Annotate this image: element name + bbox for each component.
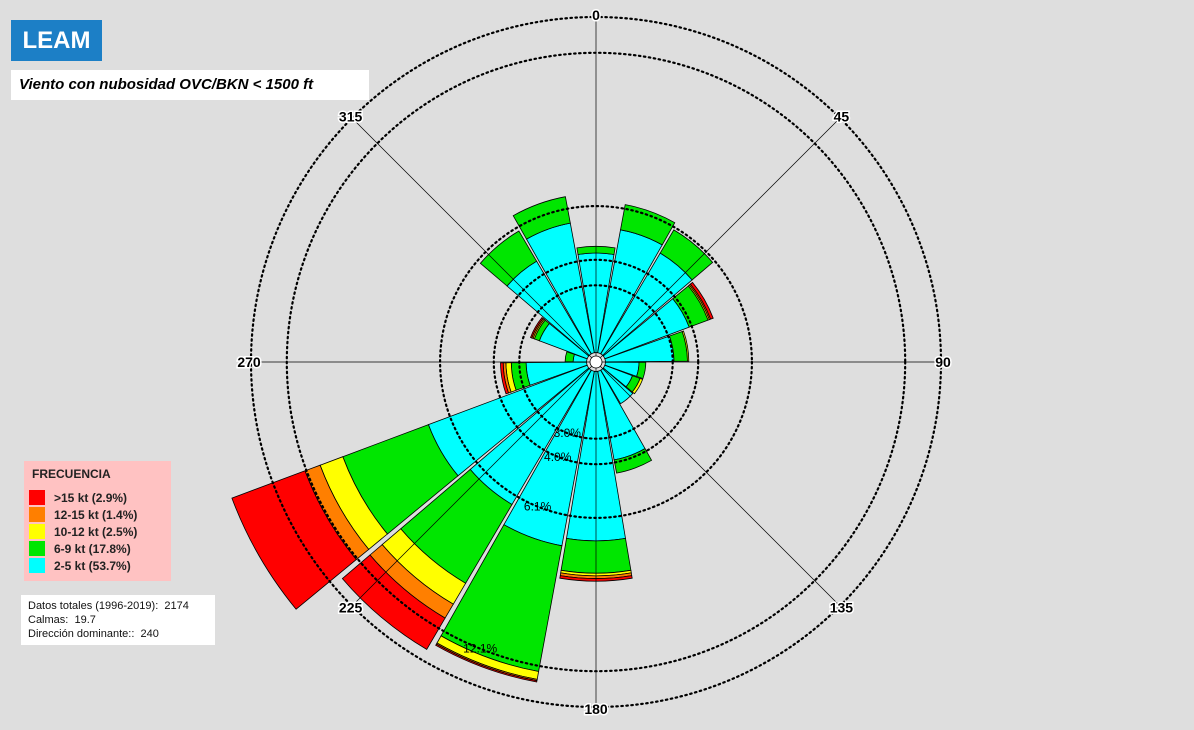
legend-item-10-12: 10-12 kt (2.5%): [29, 524, 137, 540]
legend-swatch: [29, 490, 45, 506]
chart-subtitle: Viento con nubosidad OVC/BKN < 1500 ft: [11, 70, 369, 100]
direction-label: 225: [339, 599, 363, 615]
legend-swatch: [29, 558, 45, 574]
legend-label: 10-12 kt (2.5%): [54, 524, 138, 539]
sector-segment: [636, 362, 647, 380]
sector-segment: [231, 470, 357, 610]
legend-label: 12-15 kt (1.4%): [54, 507, 138, 522]
legend-item-12-15: 12-15 kt (1.4%): [29, 507, 137, 523]
labels-layer: 0 45 90 135 180 225 270 315 3.0% 4.0% 6.1% 12.1%: [236, 6, 953, 719]
stats-calms-value: 19.7: [74, 614, 96, 626]
direction-label: 45: [834, 109, 850, 125]
direction-spoke: [351, 117, 597, 363]
stats-dominant-value: 240: [140, 628, 159, 640]
stats-calms-label: Calmas:: [28, 614, 69, 626]
direction-label: 270: [237, 354, 261, 370]
legend-item-6-9: 6-9 kt (17.8%): [29, 541, 131, 557]
stats-calms: Calmas: 19.7: [28, 614, 96, 626]
direction-spoke: [595, 361, 841, 607]
sector-segment: [500, 362, 510, 395]
stats-dominant-label: Dirección dominante::: [28, 628, 135, 640]
stats-total: Datos totales (1996-2019): 2174: [28, 600, 189, 612]
legend-title: FRECUENCIA: [32, 467, 111, 481]
sector-segment: [341, 554, 446, 650]
sector-segment: [564, 351, 575, 363]
legend-label: >15 kt (2.9%): [54, 490, 128, 505]
sector-segment: [435, 643, 538, 683]
direction-spoke: [595, 117, 841, 363]
sector-segment: [620, 204, 676, 246]
sector-segment: [479, 230, 538, 287]
legend-swatch: [29, 541, 45, 557]
station-code: LEAM: [11, 20, 102, 61]
legend-label: 2-5 kt (53.7%): [54, 558, 131, 573]
sector-segment: [512, 196, 571, 240]
sector-segment: [631, 377, 644, 395]
legend: FRECUENCIA >15 kt (2.9%) 12-15 kt (1.4%)…: [24, 461, 171, 581]
direction-spoke: [351, 361, 597, 607]
stats-total-value: 2174: [164, 600, 189, 612]
sector-segment: [681, 330, 690, 362]
stats-box: Datos totales (1996-2019): 2174 Calmas: …: [21, 595, 215, 645]
direction-label: 135: [830, 599, 854, 615]
legend-label: 6-9 kt (17.8%): [54, 541, 131, 556]
ring-label: 4.0%: [544, 450, 572, 464]
direction-label: 0: [592, 7, 600, 23]
ring-label: 12.1%: [463, 642, 497, 656]
sector-segment: [659, 229, 714, 281]
legend-swatch: [29, 507, 45, 523]
sector-segment: [529, 316, 544, 339]
legend-item-gt15: >15 kt (2.9%): [29, 490, 127, 506]
stats-dominant: Dirección dominante:: 240: [28, 628, 159, 640]
sector-segment: [559, 575, 633, 582]
direction-label: 180: [584, 701, 608, 717]
direction-label: 90: [935, 354, 951, 370]
spokes-layer: [251, 17, 941, 707]
sector-segment: [613, 448, 653, 474]
direction-label: 315: [339, 109, 363, 125]
calm-circle: [589, 355, 603, 369]
legend-item-2-5: 2-5 kt (53.7%): [29, 558, 131, 574]
ring-label: 3.0%: [554, 426, 582, 440]
legend-swatch: [29, 524, 45, 540]
stats-total-label: Datos totales (1996-2019):: [28, 600, 159, 612]
ring-label: 6.1%: [524, 500, 552, 514]
sector-segment: [689, 281, 714, 320]
